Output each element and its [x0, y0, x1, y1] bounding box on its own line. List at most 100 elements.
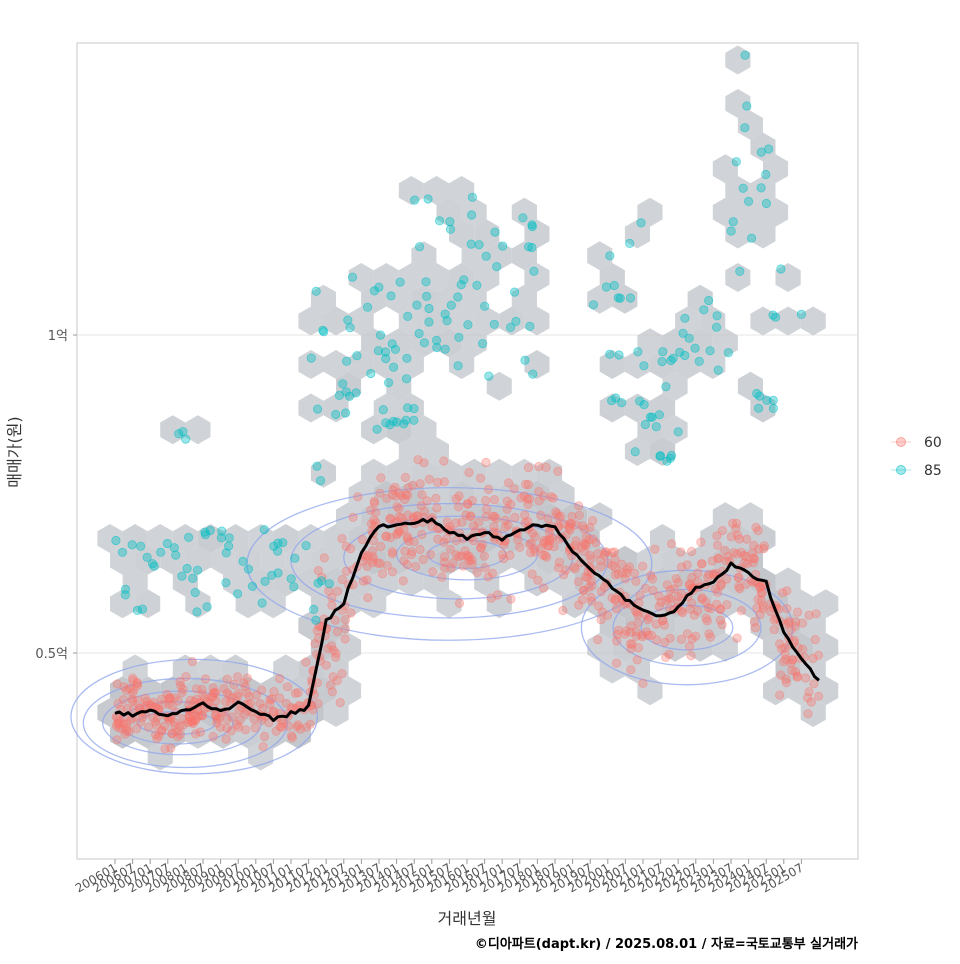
- hex-cell: [323, 698, 349, 727]
- data-point-60: [140, 693, 150, 703]
- data-point-85: [453, 292, 463, 302]
- data-point-60: [665, 633, 675, 643]
- data-point-85: [380, 347, 391, 357]
- data-point-60: [290, 688, 300, 698]
- data-point-60: [559, 519, 569, 529]
- data-point-60: [780, 649, 790, 659]
- hex-cell: [599, 350, 625, 379]
- data-point-85: [373, 346, 384, 356]
- data-point-60: [684, 641, 695, 651]
- hex-cell: [687, 545, 713, 575]
- data-point-60: [684, 580, 695, 591]
- data-point-60: [399, 556, 409, 566]
- data-point-60: [175, 676, 185, 687]
- data-point-60: [328, 672, 338, 682]
- data-point-85: [409, 415, 419, 425]
- data-point-60: [399, 524, 409, 535]
- data-point-85: [528, 369, 538, 379]
- hex-cell: [737, 371, 763, 401]
- data-point-85: [395, 277, 405, 287]
- hex-cell: [624, 611, 650, 640]
- data-point-60: [759, 544, 769, 554]
- data-point-60: [577, 521, 588, 531]
- hex-cell: [524, 350, 550, 379]
- data-point-60: [601, 547, 611, 557]
- data-point-85: [188, 573, 198, 584]
- data-point-60: [669, 584, 679, 594]
- data-point-60: [387, 549, 397, 559]
- hex-cell: [336, 676, 362, 706]
- data-point-60: [697, 594, 707, 604]
- data-point-60: [548, 493, 558, 503]
- hex-cell: [386, 328, 412, 358]
- hex-cell: [499, 480, 525, 510]
- data-point-60: [227, 693, 237, 703]
- data-point-60: [274, 673, 285, 684]
- data-point-85: [481, 251, 491, 261]
- data-point-60: [538, 538, 549, 548]
- data-point-85: [127, 540, 137, 550]
- data-point-60: [233, 691, 243, 702]
- hex-cell: [725, 45, 751, 75]
- data-point-60: [178, 720, 188, 730]
- data-point-60: [111, 721, 122, 731]
- data-point-60: [481, 512, 491, 522]
- hex-cell: [737, 110, 763, 140]
- data-point-85: [527, 242, 537, 253]
- data-point-60: [122, 726, 132, 736]
- data-point-60: [286, 731, 297, 741]
- data-point-60: [808, 653, 818, 664]
- data-point-60: [611, 604, 622, 614]
- hex-cell: [763, 197, 789, 227]
- scatter-points: [111, 50, 824, 754]
- data-point-60: [809, 679, 819, 689]
- data-point-60: [582, 573, 593, 583]
- density-contour: [70, 658, 319, 775]
- legend-item-85[interactable]: 85: [891, 463, 942, 479]
- data-point-60: [626, 621, 636, 631]
- data-point-60: [567, 511, 577, 522]
- data-point-85: [690, 343, 700, 353]
- data-point-85: [723, 347, 734, 358]
- data-point-60: [782, 586, 792, 596]
- data-point-60: [720, 545, 730, 556]
- data-point-85: [117, 547, 128, 557]
- data-point-85: [414, 242, 425, 252]
- data-point-85: [630, 447, 640, 457]
- data-point-85: [699, 305, 709, 315]
- data-point-60: [584, 582, 594, 592]
- data-point-60: [451, 535, 461, 546]
- data-point-60: [581, 540, 591, 551]
- hex-cell: [298, 306, 324, 336]
- data-point-60: [112, 735, 122, 745]
- data-point-60: [172, 726, 182, 737]
- data-point-60: [166, 743, 176, 753]
- data-point-60: [164, 694, 174, 704]
- data-point-60: [536, 510, 546, 521]
- data-point-60: [489, 511, 500, 522]
- data-point-60: [523, 499, 533, 509]
- data-point-85: [366, 368, 376, 379]
- data-point-60: [332, 586, 343, 596]
- data-point-60: [337, 668, 347, 679]
- data-point-60: [538, 491, 549, 501]
- hex-cell: [411, 328, 437, 358]
- data-point-60: [585, 522, 595, 533]
- data-point-60: [790, 617, 801, 627]
- hex-cell: [185, 676, 211, 706]
- data-point-60: [600, 547, 610, 557]
- hex-cell: [97, 524, 123, 553]
- data-point-85: [419, 338, 429, 348]
- hex-cell: [511, 458, 537, 488]
- data-point-85: [489, 319, 499, 329]
- data-point-60: [451, 518, 461, 528]
- data-point-60: [577, 542, 587, 552]
- data-point-60: [597, 607, 608, 617]
- data-point-60: [635, 590, 645, 601]
- data-point-60: [454, 551, 464, 562]
- data-point-85: [120, 584, 131, 594]
- legend-item-60[interactable]: 60: [891, 435, 942, 451]
- hex-cell: [122, 524, 148, 553]
- hex-cell: [675, 306, 701, 336]
